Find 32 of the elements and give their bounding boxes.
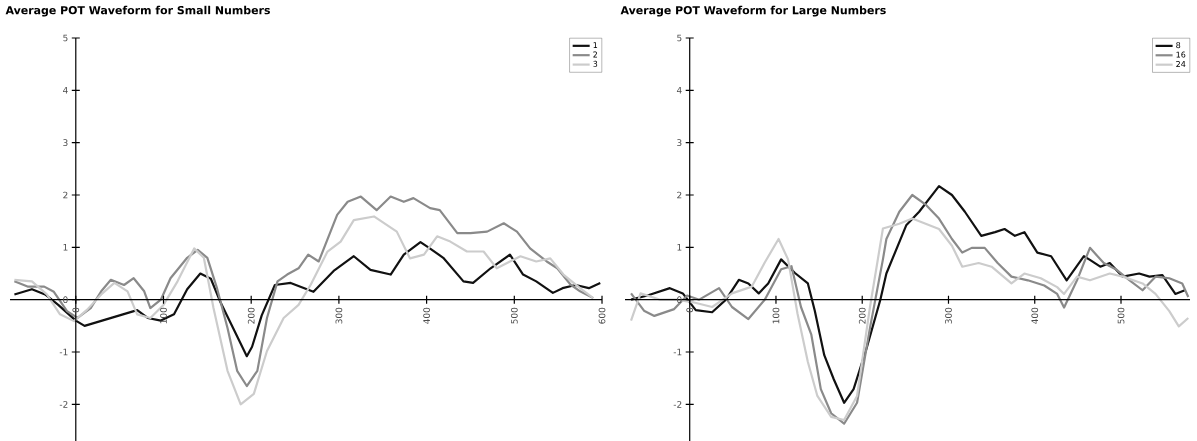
y-tick-label: 4 bbox=[676, 87, 682, 94]
x-tick-label: 0 bbox=[686, 307, 694, 313]
y-tick-label: 1 bbox=[63, 244, 68, 251]
y-tick-label: -2 bbox=[673, 401, 682, 408]
x-tick-label: 100 bbox=[772, 307, 780, 324]
x-tick-label: 300 bbox=[335, 307, 343, 324]
y-tick-label: 0 bbox=[63, 296, 68, 304]
line-series bbox=[13, 215, 595, 406]
x-tick-label: 400 bbox=[423, 307, 430, 324]
y-tick-label: 5 bbox=[677, 34, 682, 42]
y-tick-label: 3 bbox=[63, 139, 68, 147]
y-tick-label: -1 bbox=[59, 348, 68, 356]
x-tick-label: 200 bbox=[247, 307, 255, 324]
y-tick-label: 5 bbox=[63, 34, 68, 42]
y-tick-label: 3 bbox=[677, 139, 682, 147]
y-tick-label: -2 bbox=[59, 401, 68, 408]
y-tick-label: 1 bbox=[677, 244, 682, 251]
y-tick-label: 2 bbox=[677, 191, 682, 199]
x-tick-label: 300 bbox=[945, 307, 952, 324]
chart-title: Average POT Waveform for Small Numbers bbox=[5, 5, 270, 17]
x-tick-label: 500 bbox=[510, 307, 518, 324]
x-tick-label: 200 bbox=[858, 307, 866, 324]
x-tick-label: 100 bbox=[160, 307, 167, 324]
x-tick-label: 400 bbox=[1031, 307, 1039, 324]
x-tick-label: 0 bbox=[72, 307, 80, 313]
y-tick-label: -1 bbox=[673, 348, 682, 356]
x-tick-label: 500 bbox=[1117, 307, 1125, 324]
y-tick-label: 0 bbox=[677, 296, 682, 304]
chart-title: Average POT Waveform for Large Numbers bbox=[620, 5, 886, 17]
y-tick-label: 2 bbox=[63, 191, 68, 199]
x-tick-label: 600 bbox=[598, 307, 606, 324]
y-tick-label: 4 bbox=[63, 87, 68, 94]
